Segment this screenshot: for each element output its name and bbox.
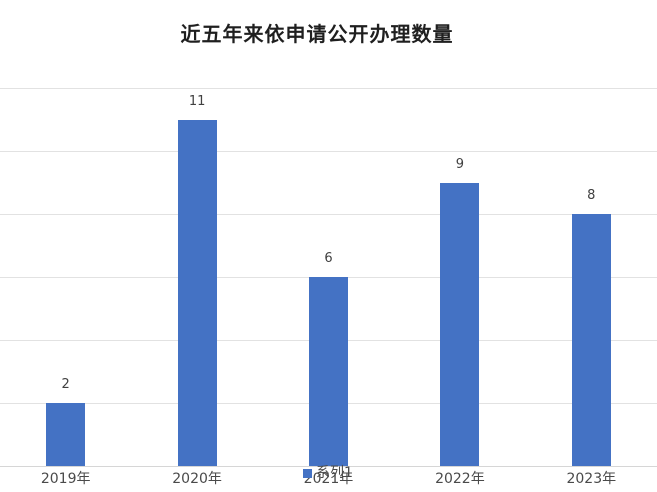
chart-legend: 系列1: [303, 466, 353, 481]
gridline-y-12: [0, 88, 657, 89]
value-label-2022年: 9: [455, 156, 465, 172]
legend-marker: [303, 469, 312, 478]
bar-2019年: [46, 403, 86, 466]
chart-title: 近五年来依申请公开办理数量: [180, 22, 454, 46]
gridline-y-8: [0, 214, 657, 215]
bar-2020年: [177, 119, 217, 466]
value-label-2023年: 8: [587, 188, 596, 203]
value-label-2019年: 2: [61, 377, 70, 392]
value-label-2020年: 11: [188, 93, 206, 109]
x-axis-label-2019年: 2019年: [40, 471, 91, 487]
bar-2022年: [440, 182, 480, 466]
x-axis-label-2022年: 2022年: [435, 471, 485, 487]
legend-series-label: 系列1: [316, 465, 353, 481]
x-axis-label-2020年: 2020年: [172, 471, 222, 487]
x-axis-line: [0, 466, 657, 467]
x-axis-label-2023年: 2023年: [566, 471, 617, 487]
x-axis-label-2021年: 2021年: [303, 471, 354, 487]
value-label-2021年: 6: [324, 251, 333, 266]
bar-2023年: [571, 214, 611, 466]
gridline-y-10: [0, 151, 657, 152]
bar-2021年: [309, 277, 348, 466]
